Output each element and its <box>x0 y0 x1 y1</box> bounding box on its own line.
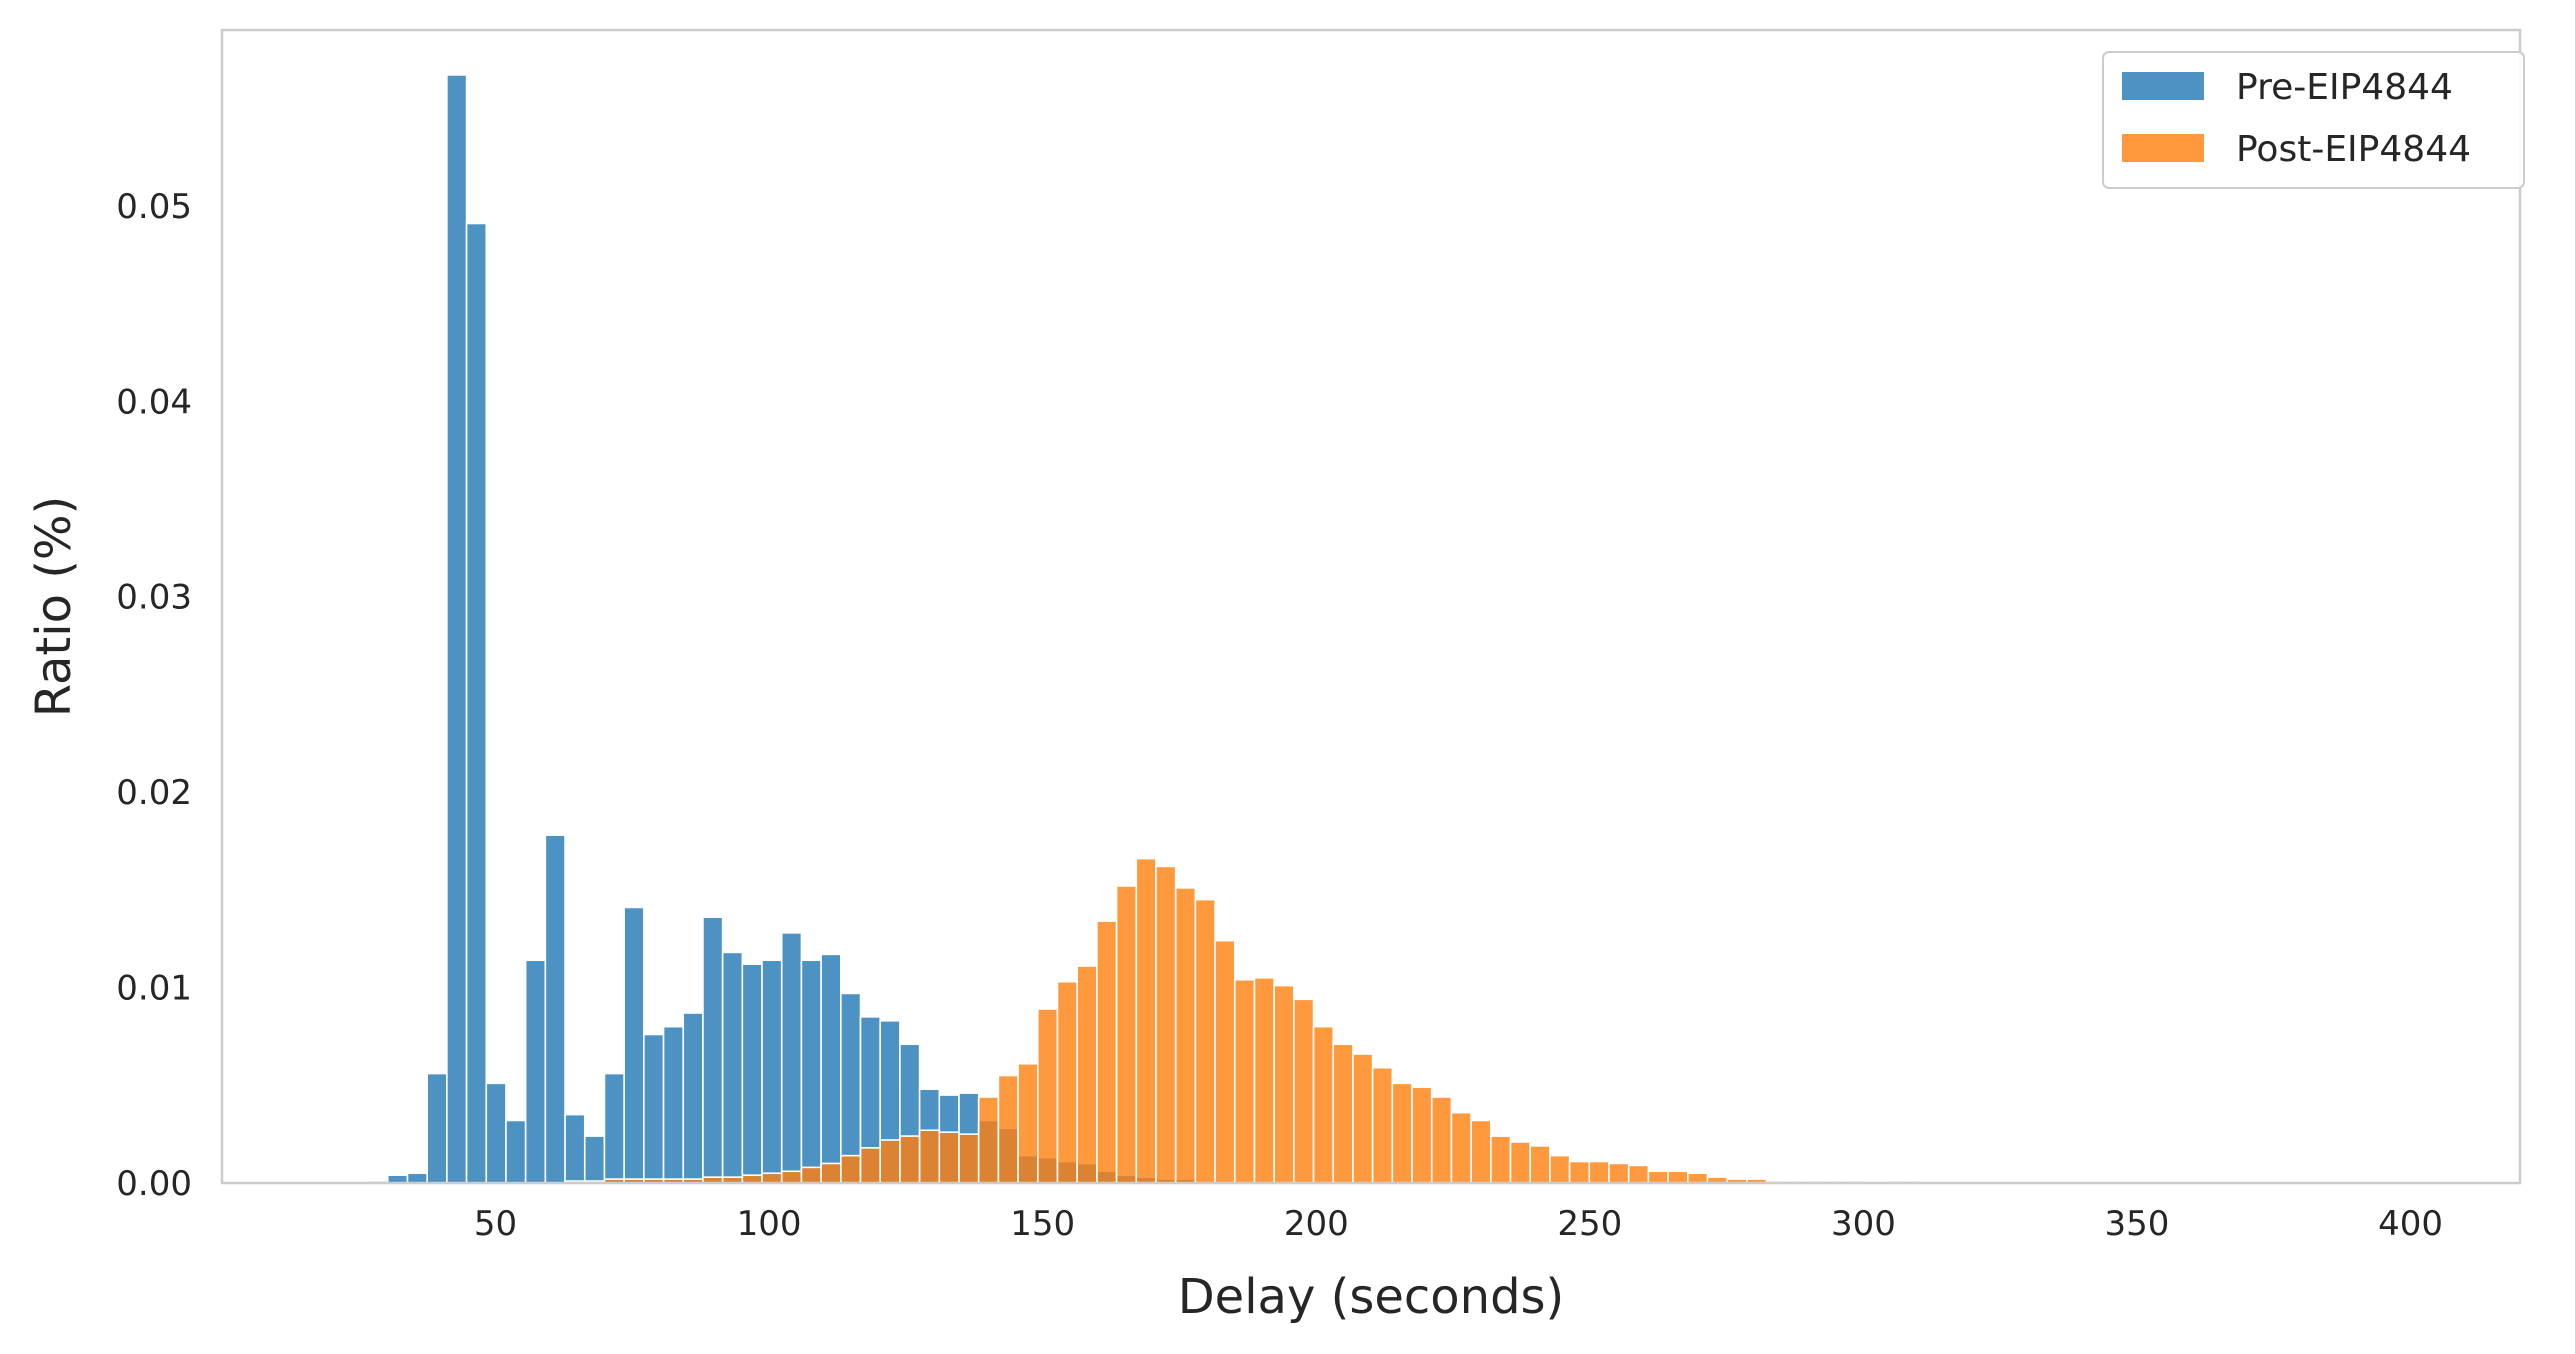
bar-pre-eip4844-5 <box>465 222 488 1184</box>
plot-frame <box>220 28 2522 1185</box>
bar-post-eip4844-31 <box>1174 887 1197 1184</box>
bar-pre-eip4844-10 <box>564 1113 586 1184</box>
bar-post-eip4844-13 <box>820 1162 842 1184</box>
x-tick-label: 50 <box>474 1204 517 1244</box>
bar-post-eip4844-16 <box>879 1139 901 1184</box>
x-tick-label: 400 <box>2378 1204 2443 1244</box>
bar-post-eip4844-18 <box>918 1129 941 1184</box>
bar-post-eip4844-32 <box>1194 898 1216 1184</box>
bar-post-eip4844-35 <box>1253 977 1275 1184</box>
legend-swatch-post-eip4844 <box>2122 134 2204 162</box>
legend: Pre-EIP4844 Post-EIP4844 <box>2102 51 2525 189</box>
bar-pre-eip4844-16 <box>682 1012 704 1184</box>
bar-post-eip4844-49 <box>1529 1145 1551 1184</box>
bars-layer <box>367 74 1925 1184</box>
bar-pre-eip4844-6 <box>485 1082 507 1184</box>
bar-post-eip4844-33 <box>1214 939 1236 1184</box>
bar-post-eip4844-44 <box>1430 1096 1453 1184</box>
bar-post-eip4844-10 <box>761 1172 783 1184</box>
bar-post-eip4844-56 <box>1667 1170 1689 1184</box>
ticks-layer: 50 100 150 200 250 300 350 400 0.00 0.01 0.02 0.03 0… <box>116 187 2443 1244</box>
bar-post-eip4844-28 <box>1115 885 1138 1184</box>
bar-post-eip4844-34 <box>1233 978 1256 1184</box>
bar-pre-eip4844-9 <box>544 834 566 1184</box>
bar-post-eip4844-48 <box>1509 1141 1532 1184</box>
bar-post-eip4844-23 <box>1017 1062 1039 1184</box>
x-axis-title: Delay (seconds) <box>1178 1269 1565 1325</box>
bar-pre-eip4844-21 <box>780 932 803 1184</box>
x-tick-label: 100 <box>737 1204 802 1244</box>
x-tick-label: 350 <box>2105 1204 2170 1244</box>
bar-post-eip4844-39 <box>1332 1043 1354 1184</box>
bar-post-eip4844-41 <box>1371 1066 1394 1184</box>
bar-post-eip4844-45 <box>1450 1111 1472 1184</box>
bar-pre-eip4844-7 <box>505 1119 527 1184</box>
bar-post-eip4844-43 <box>1411 1086 1433 1184</box>
y-tick-label: 0.01 <box>116 969 192 1009</box>
bar-post-eip4844-53 <box>1608 1162 1630 1184</box>
bar-post-eip4844-19 <box>938 1131 960 1184</box>
bar-pre-eip4844-17 <box>702 916 724 1184</box>
y-tick-label: 0.00 <box>116 1164 192 1204</box>
bar-post-eip4844-40 <box>1352 1053 1374 1184</box>
bar-post-eip4844-25 <box>1056 980 1078 1184</box>
bar-post-eip4844-30 <box>1155 865 1177 1184</box>
y-tick-label: 0.03 <box>116 578 192 618</box>
bar-pre-eip4844-4 <box>446 74 468 1184</box>
bar-pre-eip4844-15 <box>662 1025 685 1184</box>
bar-post-eip4844-15 <box>859 1147 882 1184</box>
bar-pre-eip4844-14 <box>643 1033 665 1184</box>
y-tick-label: 0.05 <box>116 187 192 227</box>
bar-post-eip4844-38 <box>1312 1025 1335 1184</box>
bar-pre-eip4844-3 <box>426 1072 448 1184</box>
bar-post-eip4844-37 <box>1293 998 1315 1184</box>
bar-pre-eip4844-12 <box>603 1072 625 1184</box>
bar-post-eip4844-46 <box>1470 1119 1492 1184</box>
bar-post-eip4844-54 <box>1627 1164 1650 1184</box>
bar-pre-eip4844-2 <box>406 1172 428 1184</box>
bar-post-eip4844-12 <box>800 1166 822 1184</box>
x-tick-label: 200 <box>1284 1204 1349 1244</box>
x-tick-label: 150 <box>1010 1204 1075 1244</box>
bar-post-eip4844-21 <box>977 1096 1000 1184</box>
bar-post-eip4844-52 <box>1588 1160 1610 1184</box>
bar-pre-eip4844-22 <box>800 959 822 1184</box>
bar-pre-eip4844-11 <box>583 1135 606 1184</box>
bar-post-eip4844-20 <box>958 1133 980 1184</box>
bar-pre-eip4844-8 <box>524 959 547 1184</box>
legend-label-post-eip4844: Post-EIP4844 <box>2236 129 2471 170</box>
legend-label-pre-eip4844: Pre-EIP4844 <box>2236 67 2453 108</box>
y-tick-label: 0.02 <box>116 773 192 813</box>
bar-post-eip4844-47 <box>1490 1135 1512 1184</box>
bar-post-eip4844-29 <box>1135 857 1157 1184</box>
bar-pre-eip4844-23 <box>820 953 842 1184</box>
bar-post-eip4844-51 <box>1568 1160 1591 1184</box>
legend-box <box>2102 51 2525 189</box>
bar-post-eip4844-22 <box>997 1074 1019 1184</box>
bar-post-eip4844-26 <box>1076 965 1098 1184</box>
y-tick-label: 0.04 <box>116 382 192 422</box>
bar-post-eip4844-24 <box>1036 1008 1059 1184</box>
x-tick-label: 250 <box>1557 1204 1622 1244</box>
x-tick-label: 300 <box>1831 1204 1896 1244</box>
bar-pre-eip4844-19 <box>741 963 763 1184</box>
bar-post-eip4844-27 <box>1096 920 1118 1184</box>
y-axis-title: Ratio (%) <box>26 496 82 718</box>
bar-post-eip4844-11 <box>780 1170 803 1184</box>
bar-pre-eip4844-13 <box>623 906 645 1184</box>
bar-post-eip4844-17 <box>899 1135 921 1184</box>
bar-post-eip4844-50 <box>1549 1154 1571 1184</box>
bar-post-eip4844-55 <box>1647 1170 1669 1184</box>
bar-pre-eip4844-24 <box>840 992 862 1184</box>
bar-post-eip4844-14 <box>840 1154 862 1184</box>
bar-pre-eip4844-18 <box>721 951 744 1184</box>
bar-post-eip4844-57 <box>1687 1172 1709 1184</box>
bar-pre-eip4844-20 <box>761 959 783 1184</box>
bar-post-eip4844-42 <box>1391 1082 1413 1184</box>
legend-swatch-pre-eip4844 <box>2122 72 2204 100</box>
bar-post-eip4844-36 <box>1273 984 1295 1184</box>
